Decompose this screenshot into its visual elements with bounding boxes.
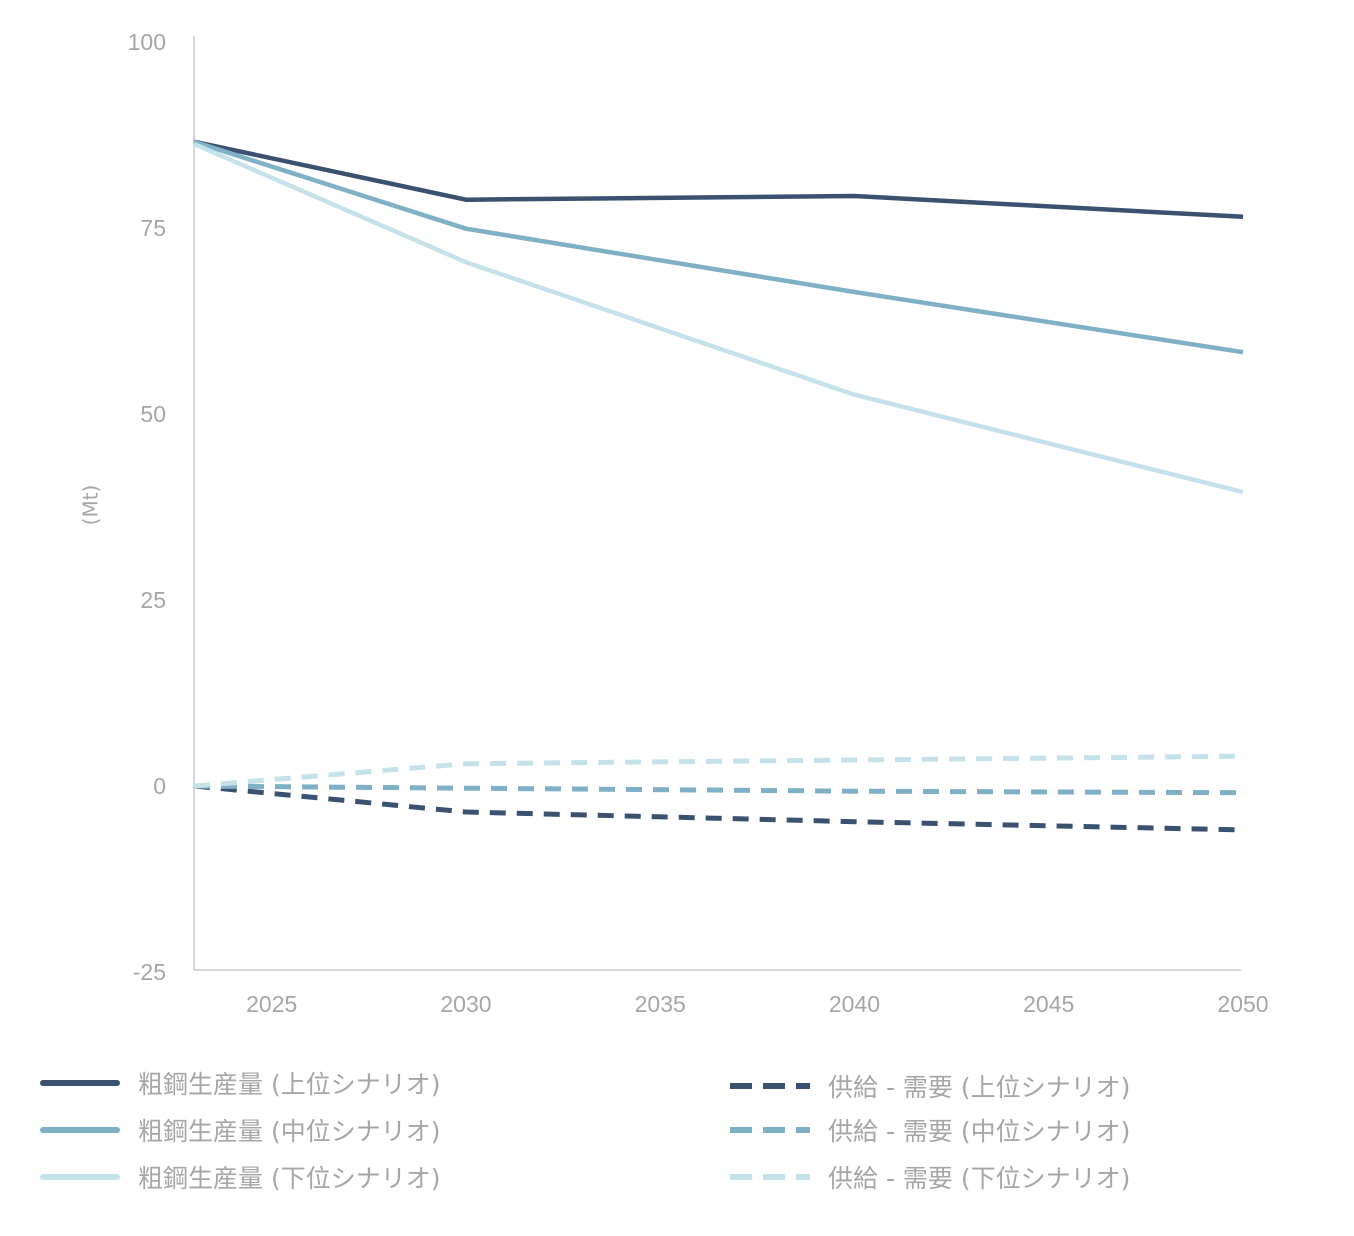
legend-label: 粗鋼生産量 (中位シナリオ) xyxy=(138,1117,441,1146)
legend-solid-line-icon xyxy=(40,1174,120,1180)
y-tick-label: 75 xyxy=(140,215,166,241)
legend-item: 供給 - 需要 (中位シナリオ) xyxy=(730,1110,1130,1150)
series-line-1 xyxy=(193,139,1244,220)
legend-label: 粗鋼生産量 (下位シナリオ) xyxy=(138,1164,441,1193)
legend-item: 粗鋼生産量 (下位シナリオ) xyxy=(40,1157,440,1197)
y-tick-label: 100 xyxy=(128,29,166,55)
y-tick-labels: -25 0 25 50 75 100 xyxy=(128,29,166,985)
y-tick-label: 25 xyxy=(140,587,166,613)
x-tick-label: 2030 xyxy=(440,991,491,1017)
legend-item: 粗鋼生産量 (上位シナリオ) xyxy=(40,1063,440,1103)
series-line-6 xyxy=(193,753,1244,789)
legend-dashed-line-icon xyxy=(730,1127,810,1133)
x-tick-label: 2045 xyxy=(1023,991,1074,1017)
y-tick-label: 50 xyxy=(140,401,166,427)
x-tick-label: 2050 xyxy=(1217,991,1268,1017)
legend-item: 供給 - 需要 (下位シナリオ) xyxy=(730,1157,1130,1197)
y-tick-label: -25 xyxy=(133,959,166,985)
legend-label: 供給 - 需要 (上位シナリオ) xyxy=(828,1073,1131,1102)
legend-solid-line-icon xyxy=(40,1127,120,1133)
series-line-4 xyxy=(193,783,1244,833)
y-axis-label: (Mt) xyxy=(79,485,103,526)
legend-item: 供給 - 需要 (上位シナリオ) xyxy=(730,1066,1130,1106)
legend-label: 供給 - 需要 (下位シナリオ) xyxy=(828,1164,1131,1193)
legend-label: 粗鋼生産量 (上位シナリオ) xyxy=(138,1070,441,1099)
legend-label: 供給 - 需要 (中位シナリオ) xyxy=(828,1117,1131,1146)
x-tick-label: 2040 xyxy=(829,991,880,1017)
series-line-5 xyxy=(193,783,1244,796)
axes xyxy=(193,36,1241,971)
line-chart: -25 0 25 50 75 100 2025 2030 2035 2040 2045 2050 (… xyxy=(79,29,1269,1017)
legend-solid-line-icon xyxy=(40,1080,120,1086)
x-tick-label: 2025 xyxy=(246,991,297,1017)
x-tick-labels: 2025 2030 2035 2040 2045 2050 xyxy=(246,991,1268,1017)
legend-dashed-line-icon xyxy=(730,1083,810,1089)
series-line-2 xyxy=(193,139,1244,355)
series-group xyxy=(193,139,1244,833)
y-tick-label: 0 xyxy=(153,773,166,799)
x-tick-label: 2035 xyxy=(635,991,686,1017)
series-line-3 xyxy=(193,141,1244,495)
legend-dashed-line-icon xyxy=(730,1174,810,1180)
legend-item: 粗鋼生産量 (中位シナリオ) xyxy=(40,1110,440,1150)
